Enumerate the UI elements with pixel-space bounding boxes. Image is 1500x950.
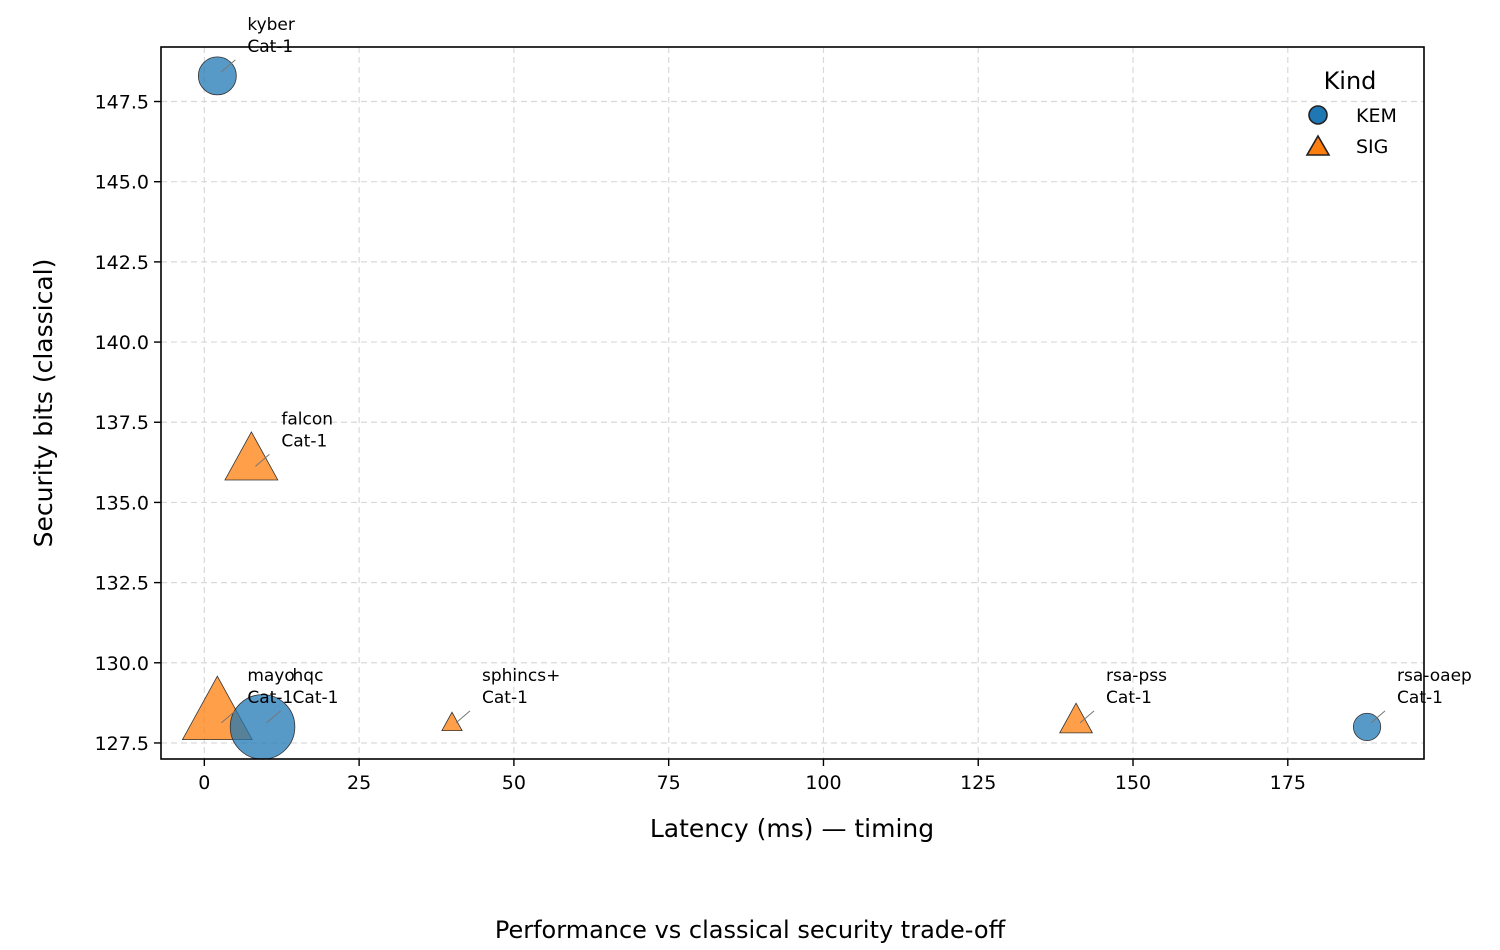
- y-tick-label: 140.0: [95, 332, 149, 354]
- x-tick-label: 0: [198, 772, 210, 794]
- annotations: kyberCat-1falconCat-1mayoCat-1hqcCat-1sp…: [221, 15, 1472, 724]
- data-points: [181, 56, 1382, 760]
- annotation-leader: [266, 710, 281, 724]
- legend-marker-triangle: [1305, 134, 1331, 156]
- annotation-leader: [255, 453, 270, 467]
- y-tick-label: 142.5: [95, 252, 149, 274]
- annotation-category: Cat-1: [247, 688, 293, 708]
- annotation-leader: [455, 710, 471, 724]
- plot-frame: [160, 46, 1425, 760]
- annotation-label: kyber: [247, 15, 295, 35]
- x-tick-label: 100: [805, 772, 841, 794]
- legend-marker-circle: [1308, 105, 1328, 125]
- y-tick-label: 137.5: [95, 412, 149, 434]
- legend-title: Kind: [1324, 67, 1377, 95]
- chart-caption: Performance vs classical security trade-…: [495, 916, 1006, 944]
- x-tick-label: 75: [657, 772, 681, 794]
- annotation-category: Cat-1: [281, 431, 327, 451]
- annotation-label: sphincs+: [482, 666, 560, 686]
- axis-ticks: 0 25 50 75 100 125 150 175 127.5 130.0 132.5 135.0 1…: [95, 92, 1306, 794]
- y-tick-label: 145.0: [95, 172, 149, 194]
- y-tick-label: 147.5: [95, 92, 149, 114]
- annotation-category: Cat-1: [293, 688, 339, 708]
- point-falcon: [224, 431, 279, 481]
- annotation-leader: [1370, 710, 1386, 724]
- point-rsa-pss: [1059, 702, 1094, 734]
- annotation-category: Cat-1: [482, 688, 528, 708]
- y-tick-label: 130.0: [95, 653, 149, 675]
- x-tick-label: 50: [502, 772, 526, 794]
- annotation-label: rsa-oaep: [1397, 666, 1472, 686]
- annotation-leader: [1079, 710, 1095, 724]
- point-sphincs+: [441, 711, 463, 731]
- legend-entries: KEM SIG: [1305, 105, 1397, 158]
- annotation-category: Cat-1: [1397, 688, 1443, 708]
- x-tick-label: 125: [960, 772, 996, 794]
- x-tick-label: 25: [347, 772, 371, 794]
- x-tick-label: 150: [1115, 772, 1151, 794]
- legend: Kind KEM SIG: [1305, 67, 1397, 158]
- annotation-category: Cat-1: [1106, 688, 1152, 708]
- annotation-label: falcon: [281, 409, 333, 429]
- annotation-label: rsa-pss: [1106, 666, 1167, 686]
- annotation-label: hqc: [293, 666, 324, 686]
- y-tick-label: 135.0: [95, 492, 149, 514]
- legend-entry-sig: SIG: [1305, 134, 1388, 158]
- point-rsa-oaep: [1352, 712, 1382, 742]
- y-axis-label: Security bits (classical): [29, 259, 58, 548]
- annotation-leader: [221, 59, 236, 73]
- y-tick-label: 127.5: [95, 733, 149, 755]
- point-kyber: [197, 56, 237, 96]
- annotation-leader: [221, 710, 236, 724]
- legend-entry-kem: KEM: [1308, 105, 1397, 127]
- legend-label: KEM: [1356, 105, 1397, 127]
- grid: [161, 47, 1424, 759]
- legend-label: SIG: [1356, 136, 1388, 158]
- annotation-label: mayo: [247, 666, 294, 686]
- x-tick-label: 175: [1270, 772, 1306, 794]
- x-axis-label: Latency (ms) — timing: [650, 814, 934, 843]
- y-tick-label: 132.5: [95, 573, 149, 595]
